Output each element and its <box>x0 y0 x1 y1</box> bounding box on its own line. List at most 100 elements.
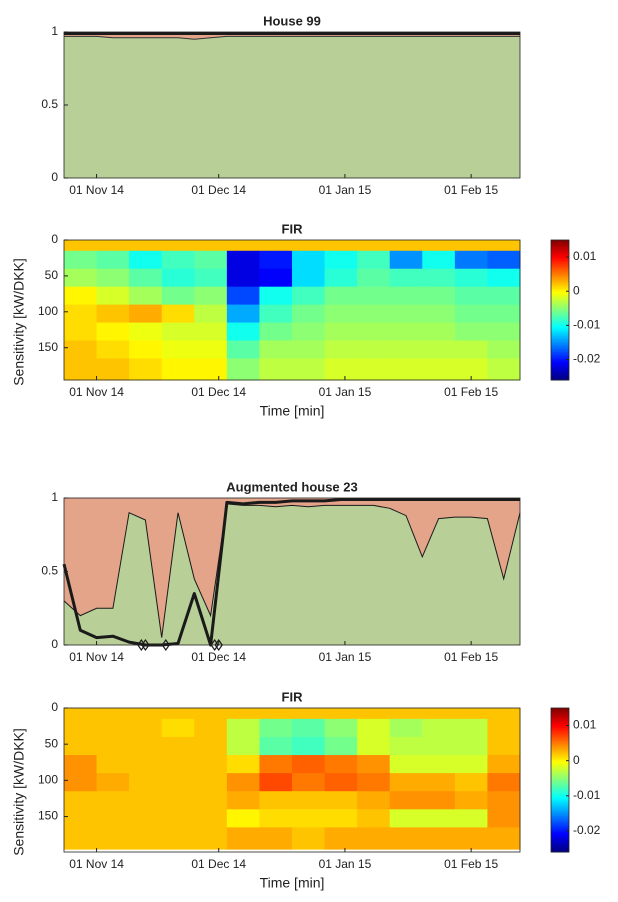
heat-cell <box>64 736 98 756</box>
heat-cell <box>324 791 358 810</box>
heat-cell <box>226 250 260 270</box>
y-tick-label: 1 <box>51 24 58 38</box>
heat-cell <box>357 286 391 306</box>
y-tick-label: 0 <box>51 232 58 246</box>
heat-cell <box>194 827 228 850</box>
heat-cell <box>422 340 456 359</box>
chart-title: FIR <box>282 221 304 236</box>
colorbar-swatch <box>551 747 569 750</box>
x-tick-label: 01 Dec 14 <box>191 857 246 871</box>
heat-cell <box>422 809 456 828</box>
colorbar-swatch <box>551 778 569 781</box>
axes-frame <box>63 239 521 381</box>
colorbar-frame <box>550 239 570 381</box>
colorbar-swatch <box>551 798 569 801</box>
colorbar-swatch <box>551 276 569 279</box>
heat-cell <box>422 304 456 324</box>
heat-cell <box>389 240 423 252</box>
heat-cell <box>161 304 195 324</box>
colorbar-swatch <box>551 374 569 377</box>
colorbar-swatch <box>551 248 569 251</box>
colorbar-swatch <box>551 317 569 320</box>
heat-cell <box>454 791 488 810</box>
heat-cell <box>292 827 326 850</box>
heat-cell <box>129 286 163 306</box>
heat-cell <box>292 755 326 774</box>
colorbar-swatch <box>551 310 569 313</box>
heat-cell <box>226 358 260 381</box>
colorbar-swatch <box>551 744 569 747</box>
heat-cell <box>226 809 260 828</box>
heat-cell <box>292 708 326 720</box>
panel: Augmented house 23 01 Nov 14 01 Dec 14 01 J… <box>41 479 521 664</box>
colorbar-swatch <box>551 320 569 323</box>
colorbar-swatch <box>551 346 569 349</box>
colorbar-swatch <box>551 837 569 840</box>
heat-cell <box>357 708 391 720</box>
colorbar-swatch <box>551 322 569 325</box>
heat-cell <box>226 755 260 774</box>
heat-cell <box>161 736 195 756</box>
colorbar-swatch <box>551 339 569 342</box>
colorbar-swatch <box>551 789 569 792</box>
heat-cell <box>194 809 228 828</box>
chart-title: House 99 <box>263 13 321 28</box>
colorbar-swatch <box>551 742 569 745</box>
heat-cell <box>422 755 456 774</box>
colorbar-swatch <box>551 338 569 341</box>
heat-cell <box>422 708 456 720</box>
x-tick-label: 01 Jan 15 <box>319 857 372 871</box>
colorbar-swatch <box>551 850 569 853</box>
colorbar-swatch <box>551 780 569 783</box>
heat-cell <box>292 240 326 252</box>
colorbar-swatch <box>551 846 569 849</box>
heat-cell <box>454 340 488 359</box>
colorbar-swatch <box>551 803 569 806</box>
colorbar-swatch <box>551 329 569 332</box>
heat-cell <box>129 340 163 359</box>
colorbar-swatch <box>551 709 569 713</box>
colorbar-swatch <box>551 787 569 790</box>
heat-cell <box>129 240 163 252</box>
colorbar-swatch <box>551 352 569 355</box>
panel: 0.01 0 -0.01 -0.02 FIR 01 Nov 14 01 Dec 14 01 J… <box>11 689 601 890</box>
heat-cell <box>422 250 456 270</box>
colorbar-swatch <box>551 308 569 311</box>
heat-cell <box>324 358 358 381</box>
colorbar-swatch <box>551 749 569 752</box>
colorbar-swatch <box>551 814 569 817</box>
heat-cell <box>226 340 260 359</box>
colorbar-swatch <box>551 724 569 727</box>
heat-cell <box>324 322 358 342</box>
heat-cell <box>226 773 260 792</box>
colorbar-swatch <box>551 711 569 714</box>
heat-cell <box>64 250 98 270</box>
heat-cell <box>129 736 163 756</box>
plot-area: 0.01 0 -0.01 -0.02 <box>64 239 601 381</box>
heat-cell <box>357 809 391 828</box>
x-tick-label: 01 Feb 15 <box>444 650 498 664</box>
colorbar-swatch <box>551 285 569 288</box>
heat-cell <box>454 809 488 828</box>
heat-cell <box>64 240 98 252</box>
colorbar-swatch <box>551 266 569 269</box>
colorbar-swatch <box>551 720 569 723</box>
heat-cell <box>64 809 98 828</box>
y-tick-label: 150 <box>38 809 58 823</box>
heat-cell <box>454 736 488 756</box>
heat-cell <box>324 340 358 359</box>
x-tick-label: 01 Nov 14 <box>69 183 124 197</box>
colorbar-swatch <box>551 345 569 348</box>
colorbar-swatch <box>551 823 569 826</box>
colorbar-frame <box>550 707 570 853</box>
heat-cell <box>194 340 228 359</box>
heat-cell <box>487 708 521 720</box>
colorbar-swatch <box>551 751 569 754</box>
colorbar-swatch <box>551 830 569 833</box>
colorbar-swatch <box>551 373 569 376</box>
heat-cell <box>64 286 98 306</box>
colorbar-swatch <box>551 304 569 307</box>
heat-cell <box>226 718 260 738</box>
colorbar-swatch <box>551 754 569 758</box>
colorbar-swatch <box>551 334 569 337</box>
